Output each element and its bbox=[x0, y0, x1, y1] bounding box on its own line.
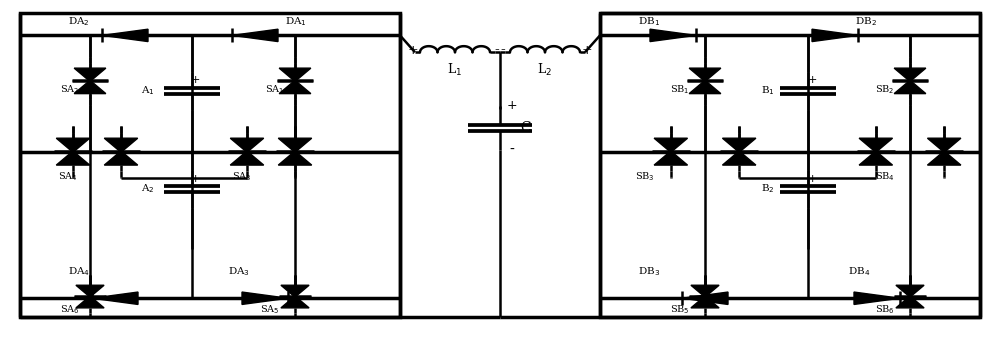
Polygon shape bbox=[242, 292, 288, 304]
Polygon shape bbox=[927, 138, 961, 152]
Text: +: + bbox=[582, 44, 592, 57]
Text: SB$_5$: SB$_5$ bbox=[670, 303, 690, 316]
Text: SA$_3$: SA$_3$ bbox=[232, 171, 252, 183]
Text: B$_2$: B$_2$ bbox=[761, 182, 775, 195]
Text: SA$_1$: SA$_1$ bbox=[265, 83, 284, 96]
Polygon shape bbox=[650, 29, 696, 41]
Text: SA$_6$: SA$_6$ bbox=[60, 303, 80, 316]
Text: SB$_1$: SB$_1$ bbox=[670, 83, 690, 96]
Text: -: - bbox=[495, 43, 499, 58]
Text: C: C bbox=[520, 121, 531, 135]
Text: SA$_5$: SA$_5$ bbox=[260, 303, 280, 316]
Text: -: - bbox=[501, 43, 505, 58]
Text: SB$_2$: SB$_2$ bbox=[875, 83, 894, 96]
Polygon shape bbox=[894, 80, 926, 94]
Text: +: + bbox=[190, 174, 200, 184]
Polygon shape bbox=[722, 138, 756, 152]
Polygon shape bbox=[854, 292, 900, 304]
Polygon shape bbox=[92, 292, 138, 304]
Text: +: + bbox=[807, 75, 817, 85]
Polygon shape bbox=[896, 296, 924, 308]
Polygon shape bbox=[74, 80, 106, 94]
Polygon shape bbox=[894, 68, 926, 82]
Text: DB$_3$: DB$_3$ bbox=[638, 265, 660, 278]
Polygon shape bbox=[281, 296, 309, 308]
Text: L$_1$: L$_1$ bbox=[447, 62, 463, 79]
Text: DB$_2$: DB$_2$ bbox=[855, 16, 877, 28]
Text: SB$_6$: SB$_6$ bbox=[875, 303, 895, 316]
Text: -: - bbox=[510, 143, 514, 157]
Polygon shape bbox=[691, 296, 719, 308]
Text: SB$_3$: SB$_3$ bbox=[635, 171, 655, 183]
Text: DB$_1$: DB$_1$ bbox=[638, 16, 660, 28]
Polygon shape bbox=[56, 138, 90, 152]
Polygon shape bbox=[691, 285, 719, 297]
Text: DA$_2$: DA$_2$ bbox=[68, 16, 90, 28]
Text: B$_1$: B$_1$ bbox=[761, 85, 775, 97]
Text: L$_2$: L$_2$ bbox=[537, 62, 553, 79]
Polygon shape bbox=[812, 29, 858, 41]
Text: SB$_4$: SB$_4$ bbox=[875, 171, 895, 183]
Polygon shape bbox=[102, 29, 148, 41]
Text: A$_1$: A$_1$ bbox=[141, 85, 155, 97]
Polygon shape bbox=[654, 151, 688, 165]
Polygon shape bbox=[230, 138, 264, 152]
Text: SA$_4$: SA$_4$ bbox=[58, 171, 78, 183]
Polygon shape bbox=[278, 138, 312, 152]
Text: SA$_2$: SA$_2$ bbox=[60, 83, 79, 96]
Polygon shape bbox=[104, 151, 138, 165]
Polygon shape bbox=[689, 80, 721, 94]
Text: +: + bbox=[807, 174, 817, 184]
Polygon shape bbox=[104, 138, 138, 152]
Text: DA$_1$: DA$_1$ bbox=[285, 16, 307, 28]
Polygon shape bbox=[76, 285, 104, 297]
Text: +: + bbox=[507, 99, 517, 112]
Text: DB$_4$: DB$_4$ bbox=[848, 265, 870, 278]
Text: DA$_3$: DA$_3$ bbox=[228, 265, 250, 278]
Polygon shape bbox=[56, 151, 90, 165]
Polygon shape bbox=[232, 29, 278, 41]
Polygon shape bbox=[281, 285, 309, 297]
Text: DA$_4$: DA$_4$ bbox=[68, 265, 90, 278]
Polygon shape bbox=[76, 296, 104, 308]
Polygon shape bbox=[279, 68, 311, 82]
Polygon shape bbox=[682, 292, 728, 304]
Polygon shape bbox=[859, 138, 893, 152]
Text: +: + bbox=[190, 75, 200, 85]
Polygon shape bbox=[927, 151, 961, 165]
Polygon shape bbox=[896, 285, 924, 297]
Text: +: + bbox=[408, 44, 418, 57]
Polygon shape bbox=[74, 68, 106, 82]
Polygon shape bbox=[722, 151, 756, 165]
Polygon shape bbox=[689, 68, 721, 82]
Text: A$_2$: A$_2$ bbox=[141, 182, 155, 195]
Polygon shape bbox=[654, 138, 688, 152]
Polygon shape bbox=[278, 151, 312, 165]
Polygon shape bbox=[230, 151, 264, 165]
Polygon shape bbox=[859, 151, 893, 165]
Polygon shape bbox=[279, 80, 311, 94]
